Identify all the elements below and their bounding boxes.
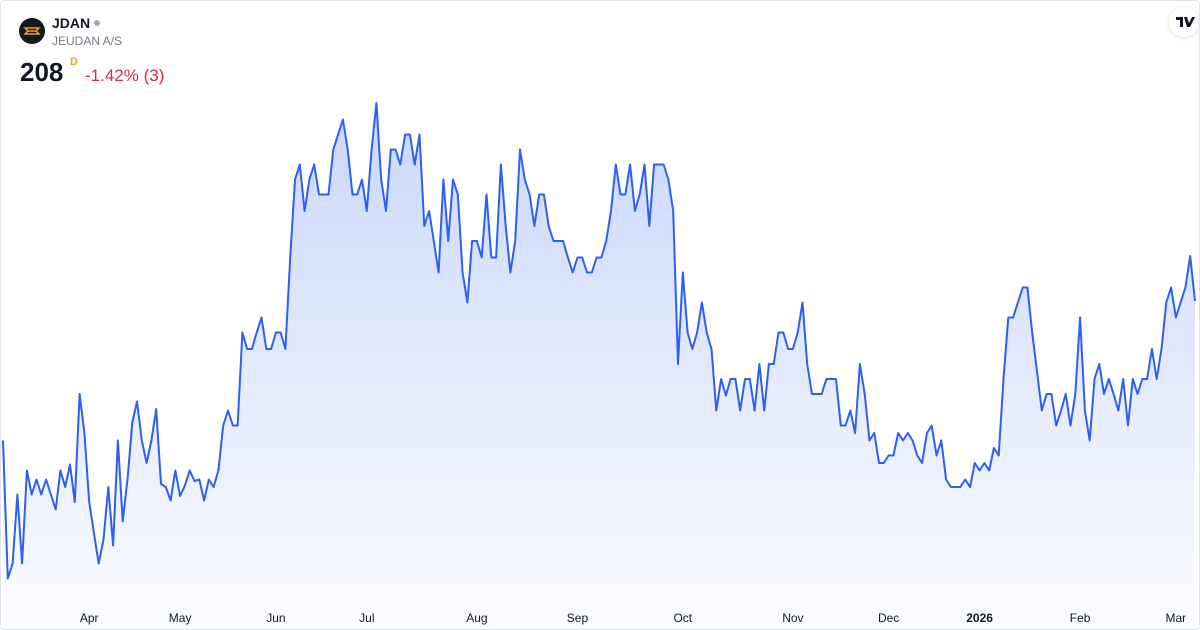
x-tick-label: Nov [782,611,803,625]
tv-logo[interactable] [1169,7,1199,37]
x-tick-label: Oct [673,611,692,625]
tv-logo-icon [1176,17,1195,27]
company-name: JEUDAN A/S [52,34,123,48]
x-tick-label: 2026 [966,611,993,625]
line [2,102,1196,580]
change: -1.42% (3) [85,66,165,85]
x-tick-label: Apr [80,611,99,625]
area [3,103,1195,629]
x-tick-label: Feb [1070,611,1091,625]
logo [19,18,45,44]
badge: D [70,56,78,68]
x-tick-label: Aug [466,611,487,625]
x-tick-label: Dec [878,611,899,625]
x-tick-label: Jun [266,611,285,625]
x-tick-label: Mar [1166,611,1187,625]
x-tick-label: Jul [359,611,374,625]
logo-icon [23,27,41,35]
status-dot [94,20,101,26]
x-tick-label: May [169,611,192,625]
x-tick-label: Sep [567,611,589,625]
symbol-text: JDAN [52,15,91,31]
last-price: 208 [20,57,64,87]
symbol: JDAN [52,15,101,31]
